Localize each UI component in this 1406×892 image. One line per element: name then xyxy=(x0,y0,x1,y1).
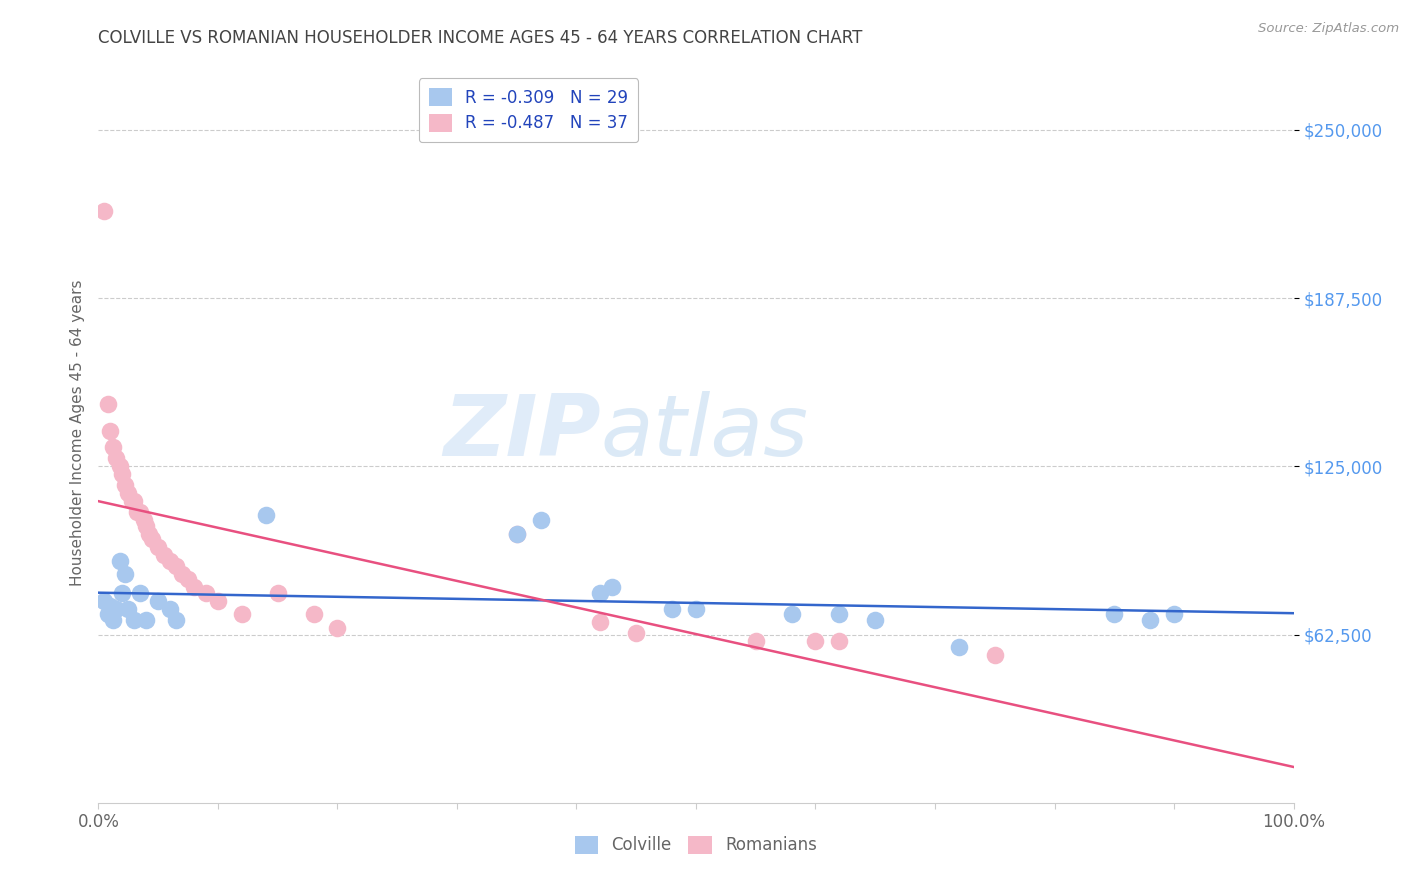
Point xyxy=(153,548,176,562)
Point xyxy=(129,586,152,600)
Point xyxy=(165,558,187,573)
Point xyxy=(101,613,124,627)
Point xyxy=(117,602,139,616)
Point xyxy=(98,424,122,438)
Point xyxy=(135,613,157,627)
Point xyxy=(111,467,134,482)
Point xyxy=(1104,607,1126,622)
Text: Source: ZipAtlas.com: Source: ZipAtlas.com xyxy=(1258,22,1399,36)
Point xyxy=(117,486,139,500)
Point xyxy=(530,513,553,527)
Point xyxy=(589,586,612,600)
Point xyxy=(302,607,325,622)
Point xyxy=(183,581,205,595)
Point xyxy=(231,607,253,622)
Point xyxy=(159,553,181,567)
Point xyxy=(114,478,136,492)
Point xyxy=(125,505,148,519)
Point xyxy=(121,494,143,508)
Point xyxy=(141,532,163,546)
Point xyxy=(124,613,146,627)
Point xyxy=(97,397,120,411)
Point xyxy=(1163,607,1185,622)
Text: atlas: atlas xyxy=(600,391,808,475)
Point xyxy=(93,594,115,608)
Point xyxy=(207,594,229,608)
Point xyxy=(105,602,128,616)
Point xyxy=(326,621,349,635)
Text: ZIP: ZIP xyxy=(443,391,600,475)
Point xyxy=(1139,613,1161,627)
Point xyxy=(105,451,128,466)
Legend: Colville, Romanians: Colville, Romanians xyxy=(568,829,824,861)
Point xyxy=(98,599,122,614)
Point xyxy=(780,607,803,622)
Point xyxy=(135,518,157,533)
Point xyxy=(626,626,648,640)
Point xyxy=(865,613,887,627)
Point xyxy=(828,607,851,622)
Point xyxy=(602,581,624,595)
Point xyxy=(984,648,1007,662)
Point xyxy=(589,615,612,630)
Text: COLVILLE VS ROMANIAN HOUSEHOLDER INCOME AGES 45 - 64 YEARS CORRELATION CHART: COLVILLE VS ROMANIAN HOUSEHOLDER INCOME … xyxy=(98,29,863,47)
Point xyxy=(148,594,170,608)
Point xyxy=(254,508,277,522)
Point xyxy=(159,602,181,616)
Point xyxy=(108,459,131,474)
Point xyxy=(172,566,194,581)
Point xyxy=(804,634,827,648)
Point xyxy=(148,540,170,554)
Point xyxy=(97,607,120,622)
Point xyxy=(195,586,218,600)
Point xyxy=(132,513,155,527)
Point xyxy=(506,526,529,541)
Y-axis label: Householder Income Ages 45 - 64 years: Householder Income Ages 45 - 64 years xyxy=(69,279,84,586)
Point xyxy=(948,640,970,654)
Point xyxy=(828,634,851,648)
Point xyxy=(685,602,707,616)
Point xyxy=(108,553,131,567)
Point xyxy=(177,572,200,586)
Point xyxy=(506,526,529,541)
Point xyxy=(93,203,115,218)
Point xyxy=(111,586,134,600)
Point xyxy=(138,526,160,541)
Point xyxy=(129,505,152,519)
Point xyxy=(267,586,290,600)
Point xyxy=(165,613,187,627)
Point xyxy=(101,441,124,455)
Point xyxy=(745,634,768,648)
Point xyxy=(114,566,136,581)
Point xyxy=(661,602,683,616)
Point xyxy=(124,494,146,508)
